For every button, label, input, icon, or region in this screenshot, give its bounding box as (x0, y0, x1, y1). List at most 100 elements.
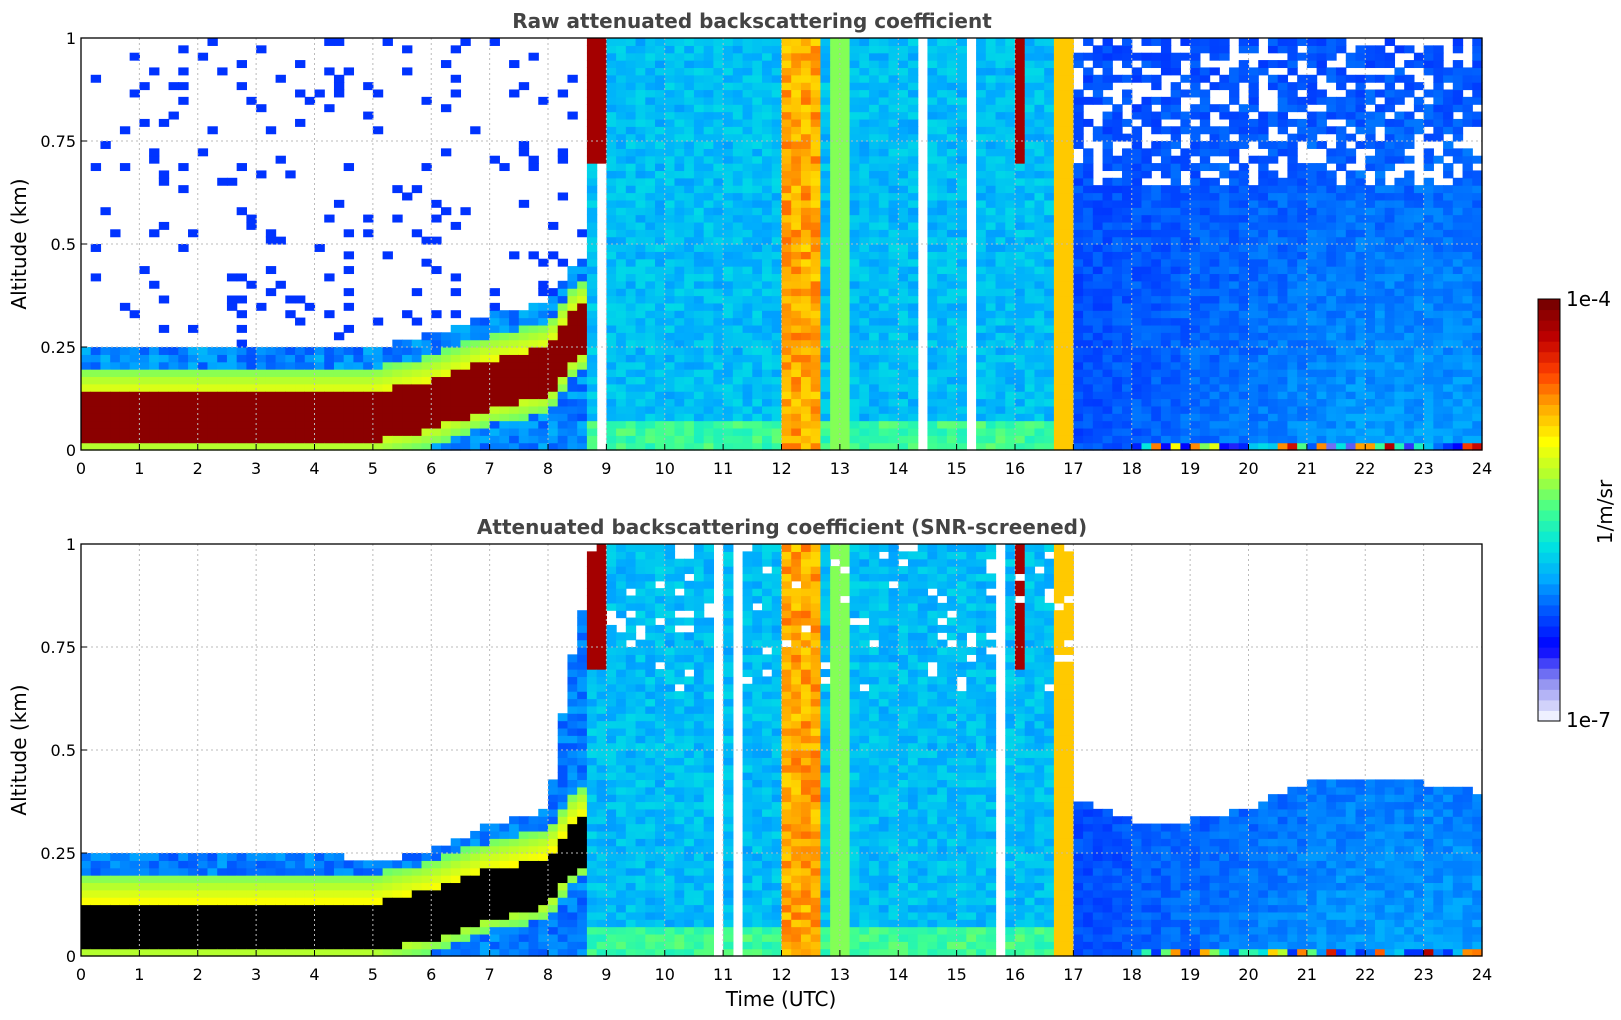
heat-cell (878, 74, 890, 83)
heat-cell (246, 391, 257, 400)
heat-cell (976, 126, 987, 135)
heat-cell (1092, 207, 1104, 216)
heat-cell (1160, 339, 1172, 348)
heat-cell (1083, 273, 1094, 282)
heat-cell (976, 52, 987, 61)
heat-cell (363, 82, 374, 91)
heat-cell (995, 170, 1006, 179)
heat-cell (1306, 435, 1318, 444)
heat-cell (577, 369, 588, 378)
heat-cell (606, 361, 617, 370)
heat-cell (810, 266, 822, 275)
heat-cell (489, 442, 500, 451)
heat-cell (567, 273, 578, 282)
heat-cell (1024, 420, 1036, 429)
heat-cell (878, 133, 890, 142)
heat-cell (577, 273, 588, 282)
heat-cell (1005, 133, 1016, 142)
heat-cell (781, 96, 792, 105)
heat-cell (762, 192, 773, 201)
heat-cell (538, 383, 549, 392)
heat-cell (1122, 52, 1133, 61)
heat-cell (1277, 229, 1289, 238)
heat-cell (1092, 214, 1104, 223)
heat-cell (869, 236, 880, 245)
heat-cell (1063, 280, 1074, 289)
heat-cell (1316, 244, 1327, 252)
heat-cell (489, 324, 500, 333)
heat-cell (421, 236, 432, 245)
heat-cell (976, 207, 987, 216)
heat-cell (479, 435, 491, 444)
heat-cell (509, 413, 520, 422)
heat-cell (1131, 266, 1143, 275)
heat-cell (1034, 317, 1045, 326)
heat-cell (1102, 96, 1113, 105)
heat-cell (324, 435, 335, 444)
heat-cell (907, 354, 919, 363)
heat-cell (1005, 170, 1016, 179)
heat-cell (723, 74, 734, 83)
heat-cell (956, 67, 967, 76)
heat-cell (956, 60, 967, 69)
heat-cell (752, 383, 763, 392)
heat-cell (324, 420, 335, 429)
heat-cell (878, 398, 890, 407)
heat-cell (693, 126, 705, 135)
heat-cell (956, 280, 967, 289)
heat-cell (684, 273, 695, 282)
heat-cell (655, 413, 666, 422)
heat-cell (664, 288, 676, 297)
heat-cell (372, 354, 384, 363)
heat-cell (577, 317, 588, 326)
heat-cell (800, 133, 812, 142)
heat-cell (907, 236, 919, 245)
heat-cell (1063, 361, 1074, 370)
heat-cell (781, 89, 792, 98)
heat-cell (849, 207, 860, 216)
heat-cell (343, 435, 355, 444)
heat-cell (800, 295, 812, 304)
heat-cell (304, 398, 316, 407)
heat-cell (946, 214, 958, 223)
heat-cell (985, 413, 997, 422)
heat-cell (557, 361, 569, 370)
heat-cell (976, 251, 987, 260)
heat-cell (781, 258, 792, 267)
heat-cell (1073, 199, 1084, 208)
heat-cell (129, 413, 140, 422)
heat-cell (1229, 266, 1240, 275)
heat-cell (1112, 310, 1123, 319)
heat-cell (869, 52, 880, 61)
heat-cell (1034, 420, 1045, 429)
heat-cell (1190, 82, 1201, 91)
heat-cell (509, 376, 520, 385)
heat-cell (1219, 369, 1230, 378)
heat-cell (226, 361, 238, 370)
heat-cell (1044, 60, 1055, 69)
heat-cell (509, 251, 520, 260)
heat-cell (1316, 96, 1327, 105)
heat-cell (1092, 192, 1104, 201)
heat-cell (207, 427, 218, 436)
heat-cell (1024, 258, 1036, 267)
heat-cell (411, 347, 423, 355)
heat-cell (178, 376, 189, 385)
heat-cell (1258, 126, 1269, 135)
heat-cell (1199, 214, 1211, 223)
heat-cell (431, 420, 442, 429)
heat-cell (869, 104, 880, 113)
heat-cell (1151, 126, 1162, 135)
heat-cell (1160, 258, 1172, 267)
heat-cell (732, 405, 744, 414)
heat-cell (450, 435, 462, 444)
heat-cell (869, 376, 880, 385)
heat-cell (1131, 405, 1143, 414)
heat-cell (440, 104, 452, 113)
heat-cell (1238, 317, 1250, 326)
heat-cell (528, 427, 539, 436)
heat-cell (1248, 420, 1259, 429)
heat-cell (1199, 45, 1211, 54)
heat-cell (1248, 398, 1259, 407)
heat-cell (1053, 133, 1065, 142)
